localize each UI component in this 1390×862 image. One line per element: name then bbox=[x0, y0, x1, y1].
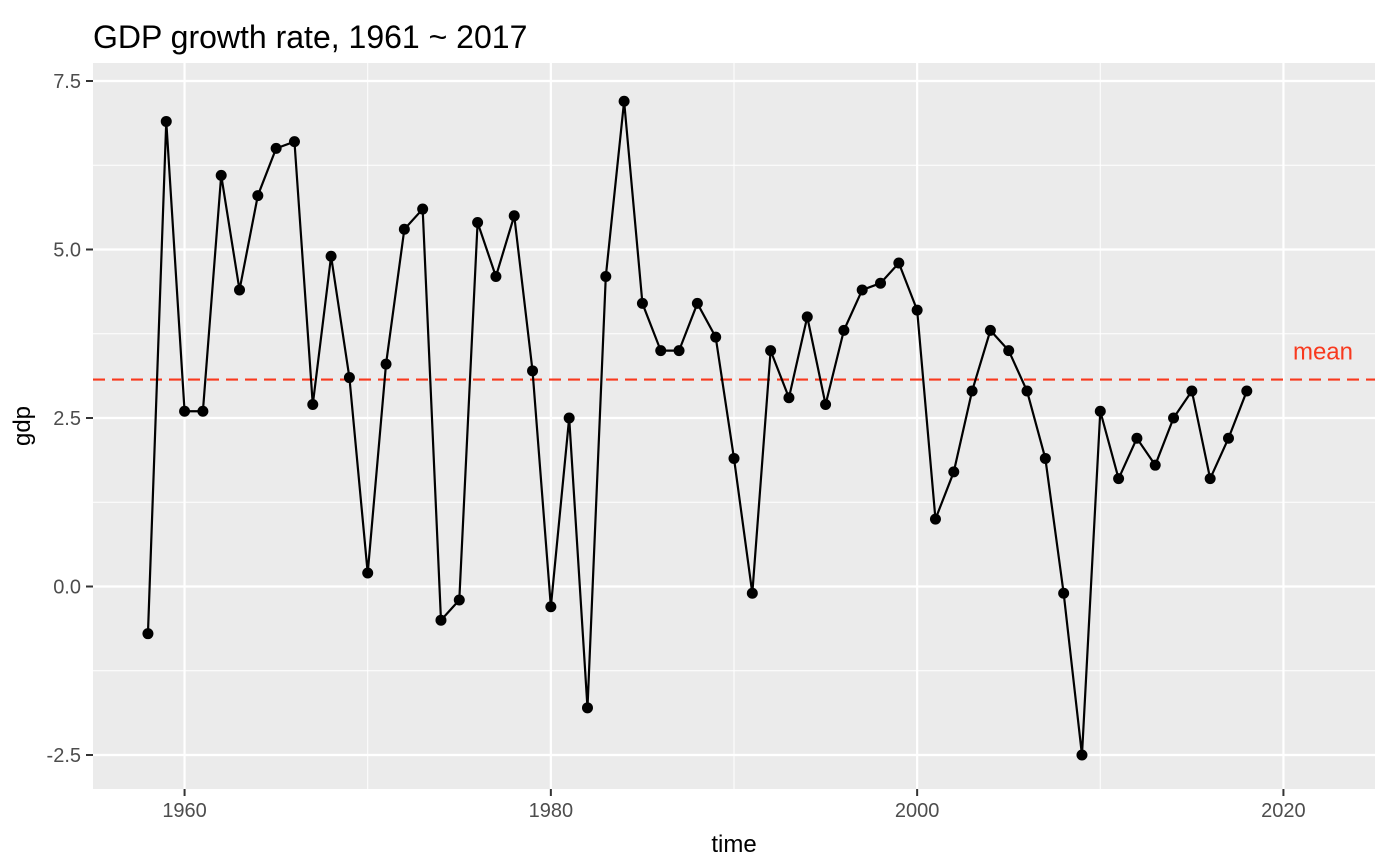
data-point bbox=[380, 358, 392, 370]
data-point bbox=[911, 304, 923, 316]
data-point bbox=[765, 345, 777, 357]
data-point bbox=[508, 210, 520, 222]
data-point bbox=[527, 365, 539, 377]
data-point bbox=[179, 405, 191, 417]
data-point bbox=[856, 284, 868, 296]
data-point bbox=[600, 270, 612, 282]
data-point bbox=[746, 587, 758, 599]
data-points bbox=[142, 95, 1253, 761]
data-point bbox=[1076, 749, 1088, 761]
data-point bbox=[490, 270, 502, 282]
data-point bbox=[472, 217, 484, 229]
data-point bbox=[984, 324, 996, 336]
data-point bbox=[215, 169, 227, 181]
data-point bbox=[673, 345, 685, 357]
data-point bbox=[343, 372, 355, 384]
data-point bbox=[252, 190, 264, 202]
data-point bbox=[710, 331, 722, 343]
data-point bbox=[929, 513, 941, 525]
grid-major bbox=[93, 63, 1375, 789]
data-point bbox=[1113, 473, 1125, 485]
y-tick-label: 5.0 bbox=[53, 240, 81, 262]
y-tick-label: -2.5 bbox=[47, 745, 81, 767]
data-point bbox=[783, 392, 795, 404]
data-point bbox=[1149, 459, 1161, 471]
data-point bbox=[820, 399, 832, 411]
data-point bbox=[948, 466, 960, 478]
data-point bbox=[234, 284, 246, 296]
data-point bbox=[875, 277, 887, 289]
chart-title: GDP growth rate, 1961 ~ 2017 bbox=[93, 19, 527, 55]
data-point bbox=[1186, 385, 1198, 397]
data-point bbox=[636, 297, 648, 309]
data-point bbox=[691, 297, 703, 309]
data-point bbox=[1204, 473, 1216, 485]
data-point bbox=[417, 203, 429, 215]
data-point bbox=[655, 345, 667, 357]
data-point bbox=[1131, 432, 1143, 444]
data-point bbox=[435, 614, 447, 626]
y-tick-label: 0.0 bbox=[53, 577, 81, 599]
data-point bbox=[838, 324, 850, 336]
mean-label: mean bbox=[1293, 339, 1353, 366]
data-point bbox=[325, 250, 337, 262]
data-point bbox=[1058, 587, 1070, 599]
y-tick-label: 7.5 bbox=[53, 71, 81, 93]
data-point bbox=[893, 257, 905, 269]
data-point bbox=[1094, 405, 1106, 417]
y-tick-label: 2.5 bbox=[53, 408, 81, 430]
data-point bbox=[581, 702, 593, 714]
data-point bbox=[160, 115, 172, 127]
data-point bbox=[453, 594, 465, 606]
data-point bbox=[801, 311, 813, 323]
data-point bbox=[545, 601, 557, 613]
data-point bbox=[270, 142, 282, 154]
data-point bbox=[288, 136, 300, 148]
x-axis: 1960 1980 2000 2020 bbox=[162, 789, 1306, 822]
x-tick-label: 2020 bbox=[1261, 800, 1306, 822]
data-point bbox=[1039, 452, 1051, 464]
data-point bbox=[1168, 412, 1180, 424]
data-point bbox=[398, 223, 410, 235]
data-point bbox=[142, 628, 154, 640]
data-point bbox=[728, 452, 740, 464]
data-point bbox=[307, 399, 319, 411]
x-tick-label: 2000 bbox=[895, 800, 940, 822]
data-point bbox=[197, 405, 209, 417]
data-point bbox=[966, 385, 978, 397]
data-point bbox=[563, 412, 575, 424]
x-axis-label: time bbox=[711, 831, 756, 858]
data-point bbox=[1222, 432, 1234, 444]
y-axis-label: gdp bbox=[9, 406, 36, 446]
data-point bbox=[1241, 385, 1253, 397]
x-tick-label: 1960 bbox=[162, 800, 207, 822]
data-point bbox=[1003, 345, 1015, 357]
x-tick-label: 1980 bbox=[529, 800, 574, 822]
data-point bbox=[362, 567, 374, 579]
y-axis: -2.5 0.0 2.5 5.0 7.5 bbox=[47, 71, 93, 767]
data-point bbox=[618, 95, 630, 107]
data-point bbox=[1021, 385, 1033, 397]
